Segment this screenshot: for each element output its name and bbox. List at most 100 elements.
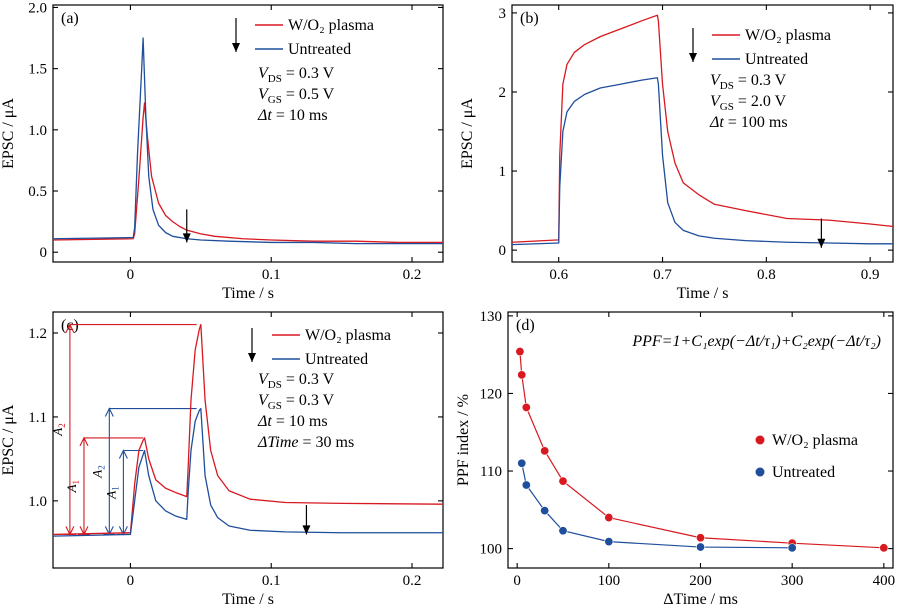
y-axis-label: PPF index / % xyxy=(455,394,472,486)
y-tick-label: 120 xyxy=(480,386,503,402)
arrow-head xyxy=(302,525,311,535)
x-axis-label: Time / s xyxy=(222,285,274,302)
y-tick-label: 0 xyxy=(40,245,48,261)
y-tick-label: 1.0 xyxy=(28,494,47,510)
x-axis-label: Time / s xyxy=(677,285,729,302)
param-text: VDS = 0.3 V xyxy=(258,65,335,85)
data-point xyxy=(521,402,531,412)
series-line-w-o2-plasma xyxy=(512,14,893,243)
x-tick-label: 0.2 xyxy=(403,573,422,589)
panel-tag: (d) xyxy=(516,317,535,334)
y-tick-label: 0 xyxy=(499,243,507,259)
amplitude-label: A2 xyxy=(89,465,106,478)
param-text: VGS = 2.0 V xyxy=(710,93,787,113)
series-line-w-o2-plasma xyxy=(53,102,443,244)
x-axis-label: ΔTime / ms xyxy=(663,591,738,608)
amplitude-label: A1 xyxy=(103,486,120,499)
amplitude-label: A1 xyxy=(64,480,81,493)
legend-marker xyxy=(754,434,766,446)
arrow-head xyxy=(817,238,826,248)
data-point xyxy=(787,543,797,553)
param-text: Δt = 10 ms xyxy=(257,107,328,124)
x-tick-label: 0.1 xyxy=(262,267,281,283)
legend-label: Untreated xyxy=(288,41,351,58)
x-tick-label: 0.9 xyxy=(861,267,880,283)
x-tick-label: 0.7 xyxy=(653,267,672,283)
legend-label: Untreated xyxy=(772,464,835,481)
data-point xyxy=(558,526,568,536)
data-point xyxy=(604,513,614,523)
x-tick-label: 0 xyxy=(127,267,135,283)
x-tick-label: 100 xyxy=(598,573,621,589)
legend-label: W/O₂ plasma xyxy=(772,432,858,449)
y-tick-label: 130 xyxy=(480,309,503,325)
x-tick-label: 0.1 xyxy=(262,573,281,589)
param-text: Δt = 100 ms xyxy=(709,114,788,131)
amplitude-marker: A2 xyxy=(89,407,197,536)
chart-panel-2: 0.6 0.7 0.8 0.9 0 1 2 3 Time / s EPSC / μA (b) W/O₂… xyxy=(459,4,894,302)
chart-panel-4: 0 100 200 300 400 100 110 120 130 ΔTime / ms PPF i… xyxy=(455,309,895,608)
data-point xyxy=(517,458,527,468)
data-point xyxy=(695,542,705,552)
chart-panel-1: 0 0.1 0.2 0 0.5 1.0 1.5 2.0 Time / s EPSC / μA (a)… xyxy=(0,0,444,302)
y-tick-label: 100 xyxy=(480,542,503,558)
plot-frame xyxy=(52,4,444,263)
x-tick-label: 300 xyxy=(781,573,804,589)
y-tick-label: 0.5 xyxy=(28,184,47,200)
data-point xyxy=(515,347,525,357)
data-point xyxy=(558,476,568,486)
param-text: ΔTime = 30 ms xyxy=(257,434,354,451)
arrow-head xyxy=(182,233,191,243)
y-tick-label: 1.1 xyxy=(28,410,47,426)
param-text: Δt = 10 ms xyxy=(257,413,328,430)
legend-label: W/O₂ plasma xyxy=(745,27,831,44)
series-line-untreated xyxy=(53,407,443,537)
y-axis-label: EPSC / μA xyxy=(0,404,17,475)
legend-arrow-head xyxy=(232,43,240,52)
amplitude-marker: A2 xyxy=(50,323,197,536)
legend-marker xyxy=(754,466,766,478)
x-tick-label: 0 xyxy=(127,573,135,589)
y-tick-label: 1.0 xyxy=(28,123,47,139)
x-tick-label: 0.2 xyxy=(403,267,422,283)
x-tick-label: 200 xyxy=(689,573,712,589)
series-line-w-o2-plasma xyxy=(519,351,884,549)
data-point xyxy=(879,543,889,553)
ppf-formula: PPF=1+C₁exp(−Δt/τ₁)+C₂exp(−Δt/τ₂) xyxy=(631,333,881,350)
data-point xyxy=(604,537,614,547)
series-line-untreated xyxy=(53,37,443,245)
x-tick-label: 0.6 xyxy=(549,267,568,283)
panel-tag: (a) xyxy=(61,10,79,27)
legend-label: W/O₂ plasma xyxy=(305,327,391,344)
data-point xyxy=(521,480,531,490)
x-tick-label: 400 xyxy=(873,573,896,589)
param-text: VGS = 0.5 V xyxy=(258,86,335,106)
x-tick-label: 0.8 xyxy=(757,267,776,283)
legend-label: W/O₂ plasma xyxy=(288,17,374,34)
y-tick-label: 110 xyxy=(480,464,502,480)
param-text: VDS = 0.3 V xyxy=(710,72,787,92)
data-point xyxy=(540,506,550,516)
x-tick-label: 0 xyxy=(513,573,521,589)
legend-label: Untreated xyxy=(745,51,808,68)
y-tick-label: 1.2 xyxy=(28,326,47,342)
panel-tag: (b) xyxy=(520,10,539,27)
x-axis-label: Time / s xyxy=(222,591,274,608)
series-line-untreated xyxy=(512,77,893,246)
legend-label: Untreated xyxy=(305,351,368,368)
param-text: VDS = 0.3 V xyxy=(258,371,335,391)
param-text: VGS = 0.3 V xyxy=(258,392,335,412)
plot-frame xyxy=(511,4,894,263)
data-point xyxy=(517,370,527,380)
legend-arrow-head xyxy=(689,53,697,62)
data-point xyxy=(695,533,705,543)
data-point xyxy=(540,446,550,456)
legend-arrow-head xyxy=(248,353,256,362)
series-line-w-o2-plasma xyxy=(53,323,443,536)
y-tick-label: 1.5 xyxy=(28,62,47,78)
y-tick-label: 2 xyxy=(499,85,507,101)
y-axis-label: EPSC / μA xyxy=(0,98,17,169)
y-tick-label: 1 xyxy=(499,164,507,180)
